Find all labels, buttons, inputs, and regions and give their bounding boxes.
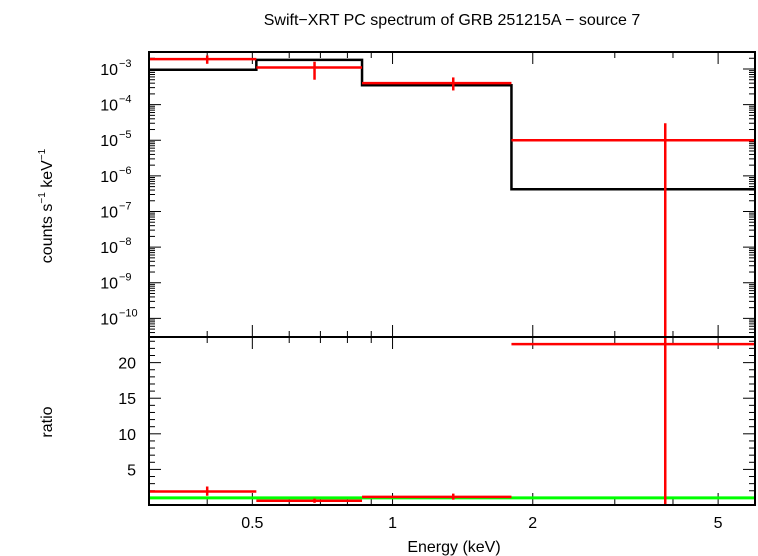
ylabel-unit-kev: keV — [39, 160, 56, 192]
spectrum-y-tick-label: 10 — [100, 276, 118, 293]
spectrum-y-tick-label: 10 — [100, 98, 118, 115]
spectrum-y-axis-label: counts s−1 keV−1 — [37, 148, 56, 263]
spectrum-y-tick-exponent: −4 — [119, 94, 132, 106]
chart-title: Swift−XRT PC spectrum of GRB 251215A − s… — [264, 12, 641, 29]
ylabel-unit-counts: counts s — [39, 204, 56, 264]
spectrum-panel: 10−310−410−510−610−710−810−910−10 — [100, 51, 755, 338]
spectrum-y-tick-exponent: −6 — [119, 165, 132, 177]
spectrum-y-tick-label: 10 — [100, 133, 118, 150]
x-tick-labels: 0.5 1 2 5 — [241, 515, 722, 532]
spectrum-y-tick-label: 10 — [100, 240, 118, 257]
spectrum-y-tick-exponent: −10 — [119, 307, 138, 319]
ylabel-exp-1: −1 — [37, 192, 48, 204]
x-axis-label: Energy (keV) — [407, 539, 500, 556]
ratio-y-tick-label: 10 — [118, 427, 136, 444]
spectrum-y-tick-label: 10 — [100, 169, 118, 186]
spectrum-y-tick-exponent: −5 — [119, 129, 132, 141]
ratio-panel: 5 10 15 20 — [118, 337, 755, 505]
spectrum-y-tick-exponent: −9 — [119, 272, 132, 284]
spectrum-y-tick-label: 10 — [100, 204, 118, 221]
x-tick-label: 0.5 — [241, 515, 263, 532]
spectrum-y-tick-exponent: −8 — [119, 236, 132, 248]
x-tick-label: 2 — [528, 515, 537, 532]
ratio-y-tick-label: 5 — [127, 462, 136, 479]
spectrum-y-tick-exponent: −3 — [119, 58, 132, 70]
spectrum-y-tick-exponent: −7 — [119, 200, 132, 212]
ratio-y-tick-label: 20 — [118, 356, 136, 373]
spectrum-y-tick-label: 10 — [100, 311, 118, 328]
ratio-plot-frame — [148, 336, 756, 506]
ratio-y-axis-label: ratio — [39, 406, 56, 437]
ratio-y-tick-label: 15 — [118, 391, 136, 408]
ylabel-exp-2: −1 — [37, 148, 48, 160]
x-tick-label: 1 — [388, 515, 397, 532]
spectrum-y-tick-label: 10 — [100, 62, 118, 79]
x-tick-label: 5 — [714, 515, 723, 532]
